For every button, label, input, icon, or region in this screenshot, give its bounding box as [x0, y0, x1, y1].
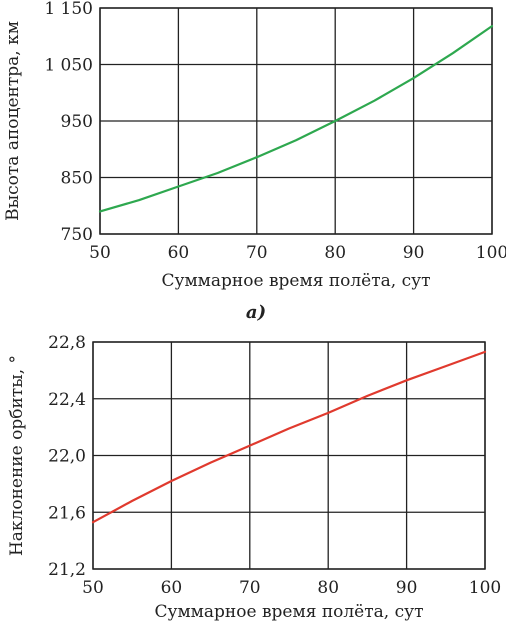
chart2-series-line-0 [91, 350, 487, 524]
chart1-xtick-label: 100 [476, 243, 506, 263]
chart2-plot-frame [92, 341, 486, 570]
chart2-xtick-label: 70 [239, 578, 261, 598]
chart2-xtick-label: 90 [396, 578, 418, 598]
chart1-ytick-label: 1 150 [44, 0, 93, 19]
chart1-series-line-0 [98, 25, 494, 213]
chart2-xtick-label: 80 [317, 578, 339, 598]
chart1-caption: a) [246, 302, 266, 323]
chart1-ytick-label: 950 [61, 112, 93, 132]
chart1-xtick-label: 70 [246, 243, 268, 263]
chart1-xtick-label: 90 [403, 243, 425, 263]
chart2-y-axis-label: Наклонение орбиты, ° [7, 355, 27, 556]
chart1-xtick-label: 50 [89, 243, 111, 263]
chart1-ytick-label: 850 [61, 169, 93, 189]
chart2-xtick-label: 60 [161, 578, 183, 598]
chart2-ytick-label: 21,2 [48, 560, 86, 580]
chart1-ytick-label: 750 [61, 225, 93, 245]
chart1-x-axis-label: Суммарное время полёта, сут [161, 271, 430, 291]
chart2-ytick-label: 22,4 [48, 390, 86, 410]
chart1-plot-frame [99, 7, 493, 235]
chart2-x-axis-label: Суммарное время полёта, сут [154, 602, 423, 622]
chart2-ytick-label: 21,6 [48, 503, 86, 523]
chart2-ytick-label: 22,8 [48, 333, 86, 353]
chart2-xtick-label: 100 [469, 578, 501, 598]
chart1-y-axis-label: Высота апоцентра, км [3, 21, 23, 221]
chart1-xtick-label: 60 [168, 243, 190, 263]
chart2-ytick-label: 22,0 [48, 447, 86, 467]
chart1-ytick-label: 1 050 [44, 56, 93, 76]
chart2-xtick-label: 50 [82, 578, 104, 598]
chart1-xtick-label: 80 [324, 243, 346, 263]
